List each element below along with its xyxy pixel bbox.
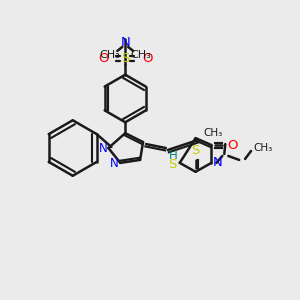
Text: N: N <box>99 142 108 154</box>
Text: N: N <box>110 158 119 170</box>
Text: CH₃: CH₃ <box>99 50 120 60</box>
Text: N: N <box>120 37 130 50</box>
Text: S: S <box>169 158 177 171</box>
Text: H: H <box>168 149 177 162</box>
Text: O: O <box>98 52 109 65</box>
Text: CH₃: CH₃ <box>131 50 152 60</box>
Text: N: N <box>212 156 222 170</box>
Text: CH₃: CH₃ <box>204 128 223 138</box>
Text: S: S <box>191 145 200 158</box>
Text: CH₃: CH₃ <box>253 143 273 153</box>
Text: S: S <box>121 52 129 65</box>
Text: O: O <box>227 139 238 152</box>
Text: O: O <box>142 52 152 65</box>
